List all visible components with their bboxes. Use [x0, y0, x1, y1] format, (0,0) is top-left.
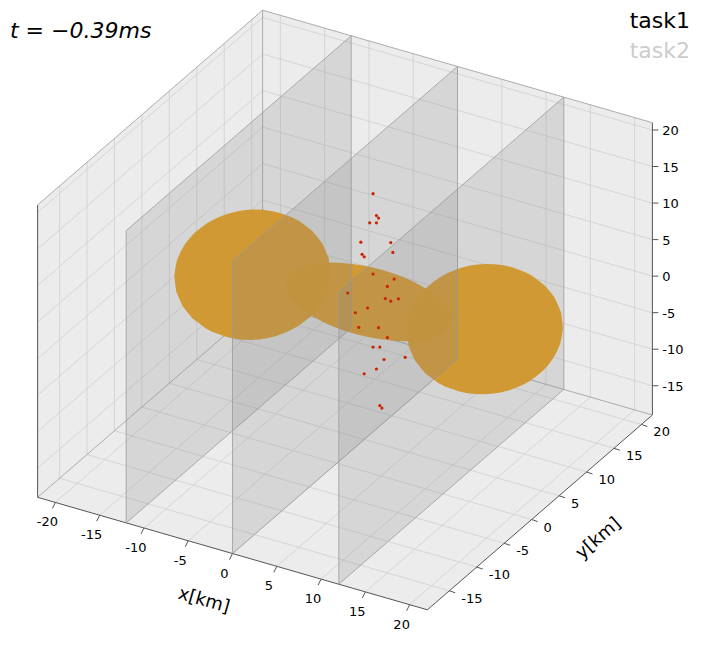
svg-text:10: 10	[305, 591, 322, 606]
svg-text:-10: -10	[125, 540, 146, 555]
svg-text:-5: -5	[662, 306, 675, 321]
svg-text:15: 15	[626, 448, 643, 463]
svg-text:10: 10	[598, 472, 615, 487]
svg-text:5: 5	[265, 578, 273, 593]
svg-text:-15: -15	[81, 527, 102, 542]
svg-text:5: 5	[662, 233, 670, 248]
svg-text:5: 5	[571, 496, 579, 511]
svg-text:20: 20	[393, 617, 410, 632]
svg-text:20: 20	[662, 123, 679, 138]
svg-text:t = −0.39ms: t = −0.39ms	[10, 18, 151, 43]
svg-text:-15: -15	[461, 591, 482, 606]
svg-text:20: 20	[653, 424, 670, 439]
svg-text:0: 0	[220, 566, 228, 581]
svg-text:10: 10	[662, 196, 679, 211]
svg-text:15: 15	[349, 604, 366, 619]
svg-text:-5: -5	[516, 543, 529, 558]
svg-text:0: 0	[662, 269, 670, 284]
svg-text:y[km]: y[km]	[571, 512, 625, 562]
svg-text:-15: -15	[662, 379, 683, 394]
svg-text:0: 0	[544, 520, 552, 535]
svg-text:task1: task1	[630, 8, 690, 33]
svg-text:-5: -5	[174, 553, 187, 568]
svg-text:-20: -20	[37, 514, 58, 529]
svg-text:15: 15	[662, 160, 679, 175]
svg-text:-10: -10	[662, 342, 683, 357]
svg-text:task2: task2	[630, 38, 690, 63]
svg-text:x[km]: x[km]	[176, 582, 232, 617]
svg-text:-10: -10	[489, 567, 510, 582]
